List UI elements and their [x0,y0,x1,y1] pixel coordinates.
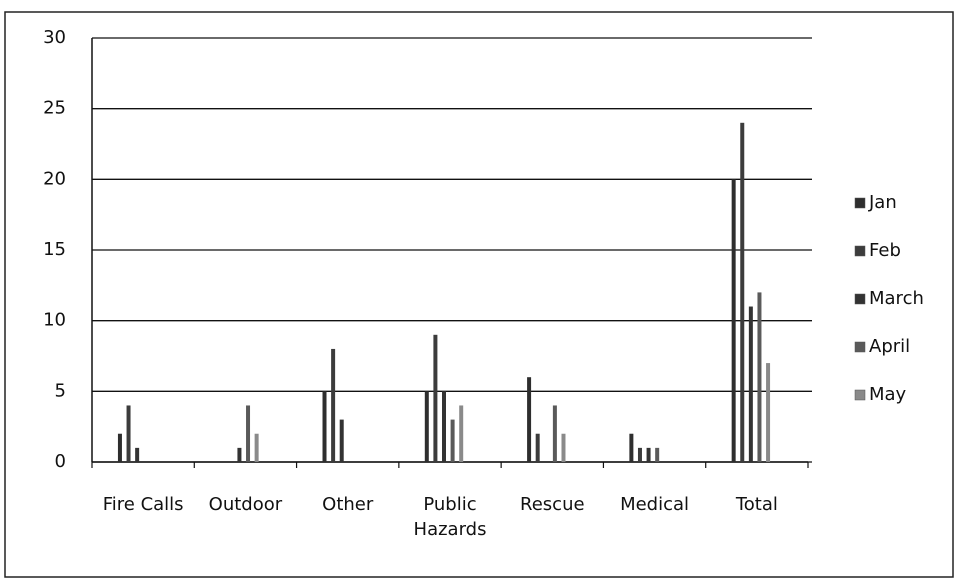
y-tick-label: 15 [43,239,66,260]
y-tick-label: 20 [43,168,66,189]
x-tick-label: Public Hazards [414,494,487,540]
bar [450,419,455,462]
x-tick-label: Total [735,494,778,515]
bar [748,306,753,462]
bar [535,433,540,462]
bar [629,433,634,462]
legend-swatch [854,245,866,257]
bar [561,433,566,462]
bar [135,447,140,462]
bar [655,447,660,462]
bar [740,122,745,463]
bar [766,363,771,462]
legend-swatch [854,197,866,209]
bar [459,405,464,462]
bar [527,377,532,462]
bar [331,348,336,462]
legend-label: March [869,288,924,309]
bar [637,447,642,462]
x-tick-label: Outdoor [209,494,283,515]
legend-swatch [854,293,866,305]
y-tick-label: 30 [43,27,66,48]
legend-label: May [869,384,907,405]
bar [757,292,762,462]
legend-swatch [854,389,866,401]
bar [126,405,131,462]
bar [322,391,327,462]
bar [552,405,557,462]
legend-label: April [869,336,910,357]
bar [246,405,251,462]
x-tick-label: Fire Calls [103,494,184,515]
bar [442,391,446,462]
bar [339,419,344,462]
legend-swatch [854,341,866,353]
y-tick-label: 0 [55,451,66,472]
x-tick-label: Medical [620,494,689,515]
bar [237,447,242,462]
bar [424,391,429,462]
x-tick-label: Rescue [520,494,585,515]
chart-frame [4,11,954,578]
bar [117,433,122,462]
y-tick-label: 25 [43,98,66,119]
bar [433,334,438,462]
bar [646,447,651,462]
legend-label: Feb [869,240,901,261]
y-tick-label: 10 [43,310,66,331]
y-tick-label: 5 [55,380,66,401]
bar [254,433,259,462]
bar [731,179,736,463]
legend-label: Jan [868,192,897,213]
x-tick-label: Other [322,494,374,515]
